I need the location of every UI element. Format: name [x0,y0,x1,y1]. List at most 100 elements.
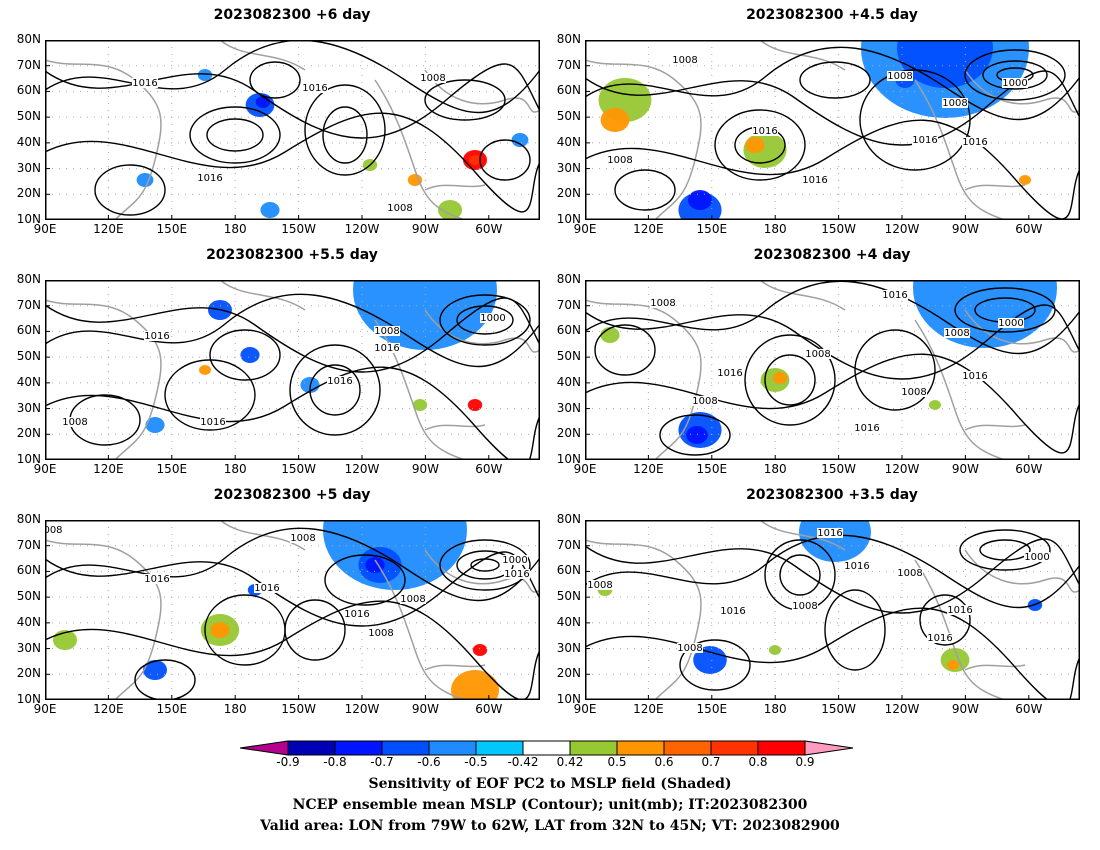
contour-label-bg [254,583,280,593]
colorbar [240,740,854,756]
sensitivity-shading [769,645,781,655]
contour-label-bg [677,643,703,653]
lon-tick-label: 120E [633,462,664,476]
colorbar-segment [710,740,759,756]
mslp-contour [714,109,806,181]
contour-label-bg [504,569,530,579]
mslp-contour [479,139,531,181]
contour-label: 1016 [752,126,777,137]
contour-label: 1016 [197,173,222,184]
lat-tick-label: 60N [556,323,581,338]
coastline [914,559,1006,701]
mslp-contour [44,527,541,602]
panel-title-2: 2023082300 +4.5 day [746,7,918,23]
contour-label: 1016 [132,78,157,89]
lon-tick-label: 60W [475,702,503,716]
lon-tick-label: 90W [951,702,979,716]
map-svg: 1008 1008 1016 1000 1008 1016 1008 1016 1016 [584,0,1081,228]
contour-label-bg [962,137,988,147]
lat-tick-label: 30N [16,160,41,175]
mslp-contour [744,334,836,426]
contour-label: 1008 [387,203,412,214]
contour-label-bg [882,290,908,300]
contour-label-bg [887,71,913,81]
contour-label: 1016 [962,137,987,148]
sensitivity-shading [407,174,423,186]
lat-tick-label: 50N [16,349,41,364]
contour-label: 1016 [802,175,827,186]
mslp-contour [584,304,1081,380]
contour-label-bg [197,173,223,183]
mslp-contour [779,554,821,596]
lat-tick-label: 10N [556,692,581,706]
lon-tick-label: 120W [344,222,380,236]
colorbar-segment [616,740,665,756]
coastline [584,539,702,701]
lat-tick-label: 80N [16,512,41,526]
mslp-contour [439,294,531,346]
colorbar-label: 0.5 [607,755,627,769]
colorbar-segment [663,740,712,756]
lon-tick-label: 120W [884,222,920,236]
mslp-contour [44,297,541,373]
contour-label: 1016 [144,574,169,585]
lat-tick-label: 40N [16,134,41,149]
lat-tick-label: 80N [556,272,581,286]
lat-tick-label: 30N [16,640,41,655]
lat-tick-label: 60N [16,563,41,578]
contour-label: 1016 [504,569,529,580]
sensitivity-shading [600,327,620,343]
lon-tick-label: 120W [344,702,380,716]
contour-label-bg [752,126,778,136]
contour-label: 1008 [692,396,717,407]
panel-title-1: 2023082300 +6 day [213,7,371,23]
contour-label-bg [302,83,328,93]
mslp-contour [799,61,871,99]
contour-label: 1016 [947,605,972,616]
lon-tick-label: 120E [633,702,664,716]
coastline [424,549,541,593]
map-frame [45,40,540,220]
map-panel-3: 1016 1008 1016 1016 1016 1008 1000 [44,230,541,467]
contour-label: 1008 [368,628,393,639]
colorbar-segment [569,740,618,756]
mslp-contour [959,529,1051,571]
lat-tick-label: 10N [16,692,41,706]
colorbar-label: -0.5 [464,755,488,769]
coastline [759,519,846,551]
coastline [424,424,486,431]
lat-tick-label: 40N [556,134,581,149]
panel-title-4: 2023082300 +4 day [753,247,911,263]
contour-label-bg [844,561,870,571]
lat-tick-label: 50N [16,589,41,604]
contour-label: 1016 [200,417,225,428]
contour-label: 1000 [1024,552,1049,563]
contour-label-bg [720,606,746,616]
lon-tick-label: 180 [763,702,787,716]
sensitivity-shading [145,417,165,433]
lon-tick-label: 180 [763,222,787,236]
map-svg: 1016 1008 1016 1016 1016 1008 1000 [44,230,541,467]
contour-label-bg [420,73,446,83]
lat-tick-label: 20N [16,186,41,201]
coastline [44,539,162,701]
lon-tick-label: 90E [33,702,57,716]
lon-tick-label: 90E [33,222,57,236]
contour-label-bg [962,371,988,381]
contour-label: 1016 [720,606,745,617]
coastline [964,549,1081,593]
contour-label-bg [374,326,400,336]
contour-label: 1000 [998,318,1023,329]
panel-title-6: 2023082300 +3.5 day [746,487,918,503]
mslp-contour [614,169,676,211]
lon-tick-label: 180 [223,462,247,476]
lon-tick-label: 150E [696,222,728,236]
lon-tick-label: 60W [475,462,503,476]
lon-tick-label: 120E [93,222,124,236]
colorbar-segment [334,740,383,756]
sensitivity-shading [210,622,230,638]
map-frame [585,280,1080,460]
mslp-contour [764,354,816,406]
sensitivity-shading [412,399,428,411]
lat-tick-label: 10N [16,212,41,226]
